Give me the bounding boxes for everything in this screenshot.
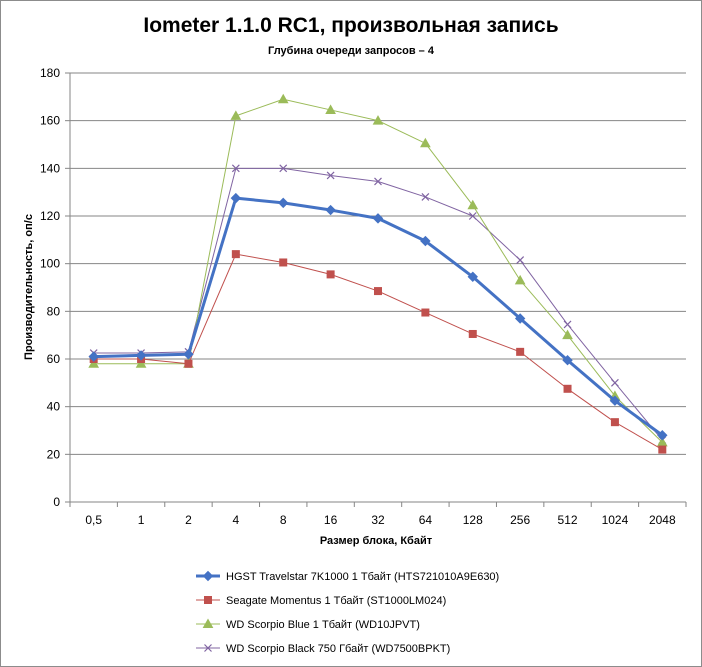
data-point (467, 199, 479, 210)
data-point (657, 430, 668, 441)
y-tick-label: 180 (40, 66, 60, 80)
legend-label: HGST Travelstar 7K1000 1 Тбайт (HTS72101… (226, 571, 499, 583)
data-point (563, 384, 572, 393)
data-point (204, 644, 212, 652)
y-tick-label: 140 (40, 161, 60, 175)
data-point (562, 329, 573, 340)
data-point (421, 193, 430, 201)
y-tick-label: 160 (40, 114, 60, 128)
data-point (372, 213, 384, 224)
data-point (204, 596, 212, 604)
x-axis-ticks: 0,5 1 2 4 8 16 32 64 128 256 512 1024 2048 (69, 502, 687, 527)
x-tick-label: 64 (419, 513, 433, 527)
data-point (230, 110, 242, 120)
x-tick-label: 8 (280, 513, 287, 527)
legend-item: Seagate Momentus 1 Тбайт (ST1000LM024) (196, 595, 446, 607)
x-tick-label: 2 (185, 513, 192, 527)
x-tick-label: 2048 (649, 513, 676, 527)
data-point (279, 258, 288, 267)
series-line (93, 196, 664, 437)
data-point (372, 115, 384, 125)
data-point (278, 197, 289, 209)
y-tick-label: 60 (47, 352, 61, 366)
series-3 (88, 93, 668, 447)
data-point (183, 349, 194, 360)
data-point (326, 171, 335, 180)
data-point (467, 271, 478, 282)
y-tick-label: 40 (47, 400, 61, 414)
data-point (610, 418, 619, 427)
data-point (88, 351, 99, 362)
series-1 (88, 192, 668, 441)
data-point (184, 359, 193, 368)
series-4 (89, 164, 667, 444)
y-axis-ticks: 0 20 40 60 80 100 120 140 160 180 (40, 66, 70, 509)
data-point (562, 354, 573, 366)
data-point (88, 358, 100, 368)
data-point (325, 204, 336, 216)
x-axis-title: Размер блока, Кбайт (320, 535, 433, 547)
data-point (420, 137, 431, 148)
x-tick-label: 16 (324, 513, 338, 527)
data-point (374, 177, 382, 186)
x-tick-label: 256 (510, 513, 530, 527)
y-tick-label: 80 (47, 304, 61, 318)
y-tick-label: 120 (40, 209, 60, 223)
x-tick-label: 0,5 (85, 513, 102, 527)
series-layer (88, 93, 668, 454)
y-axis-title: Производительность, оп/с (23, 214, 35, 360)
data-point (277, 93, 289, 104)
legend-label: Seagate Momentus 1 Тбайт (ST1000LM024) (226, 595, 446, 607)
data-point (563, 320, 572, 329)
legend-item: HGST Travelstar 7K1000 1 Тбайт (HTS72101… (196, 570, 499, 583)
data-point (658, 445, 667, 454)
data-point (514, 313, 526, 324)
chart-subtitle: Глубина очереди запросов – 4 (268, 45, 435, 57)
data-point (516, 347, 525, 356)
data-point (609, 395, 621, 406)
data-point (135, 358, 147, 368)
data-point (610, 378, 619, 387)
data-point (326, 270, 335, 279)
data-point (468, 212, 477, 220)
data-point (202, 570, 214, 582)
data-point (516, 256, 525, 265)
x-tick-label: 128 (463, 513, 483, 527)
x-tick-label: 32 (371, 513, 385, 527)
data-point (325, 104, 336, 114)
data-point (420, 235, 431, 247)
legend-item: WD Scorpio Blue 1 Тбайт (WD10JPVT) (196, 618, 420, 631)
data-point (374, 287, 382, 296)
data-point (135, 350, 147, 361)
data-point (231, 250, 240, 259)
x-tick-label: 1 (138, 513, 145, 527)
legend-item: WD Scorpio Black 750 Гбайт (WD7500BPKT) (196, 643, 450, 655)
x-tick-label: 1024 (602, 513, 629, 527)
y-tick-label: 20 (47, 447, 61, 461)
data-point (231, 164, 240, 173)
y-tick-label: 0 (53, 495, 60, 509)
data-point (468, 329, 477, 338)
data-point (202, 618, 214, 628)
chart-title: Iometer 1.1.0 RC1, произвольная запись (143, 14, 558, 37)
data-point (421, 308, 430, 317)
axes (69, 73, 686, 503)
x-tick-label: 4 (233, 513, 240, 527)
legend: HGST Travelstar 7K1000 1 Тбайт (HTS72101… (196, 570, 499, 655)
x-tick-label: 512 (558, 513, 578, 527)
series-line (93, 98, 663, 443)
legend-label: WD Scorpio Black 750 Гбайт (WD7500BPKT) (226, 643, 450, 655)
series-line (93, 167, 663, 441)
data-point (514, 274, 526, 285)
legend-label: WD Scorpio Blue 1 Тбайт (WD10JPVT) (226, 619, 420, 631)
y-tick-label: 100 (40, 257, 60, 271)
data-point (230, 192, 242, 204)
data-point (279, 164, 288, 173)
